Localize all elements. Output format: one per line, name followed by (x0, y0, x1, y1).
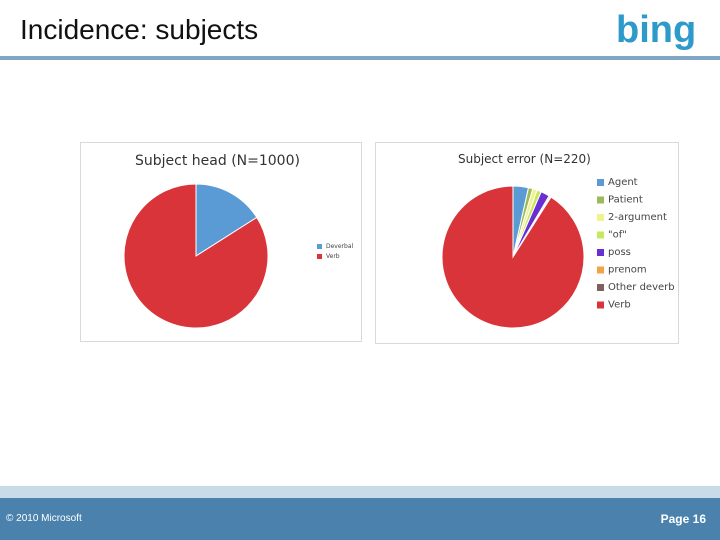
chart-subject-error-svg: Subject error (N=220) Agent Patient 2-argum… (441, 152, 675, 329)
page-number: Page 16 (660, 512, 706, 526)
bing-logo: bing (616, 9, 696, 51)
footer-bar: © 2010 Microsoft Page 16 (0, 498, 720, 540)
pie-slice-deverbal (195, 183, 258, 257)
legend-swatch-patient (597, 196, 604, 204)
legend-swatch-poss (597, 249, 604, 256)
footer-highlight-band (0, 486, 720, 498)
legend-swatch-other-deverb (597, 284, 604, 291)
copyright: © 2010 Microsoft (6, 513, 82, 524)
legend-label-poss: poss (608, 247, 631, 258)
pie-slice-verb (123, 183, 269, 329)
legend-swatch-prenom (597, 266, 604, 274)
legend-swatch-verb (317, 254, 322, 259)
legend-swatch-deverbal (317, 244, 322, 249)
chart-subject-head: Subject head (N=1000) Deverbal Verb (80, 142, 362, 342)
chart-title: Subject head (N=1000) (135, 153, 300, 169)
legend-swatch-agent (597, 179, 604, 186)
pie-slice-verb (441, 185, 585, 329)
chart-subject-error: Subject error (N=220) Agent Patient 2-argum… (375, 142, 679, 344)
chart-subject-head-svg: Subject head (N=1000) Deverbal Verb (123, 153, 354, 329)
legend-label-2-argument: 2-argument (608, 212, 667, 223)
legend-label-of: "of" (608, 230, 627, 241)
legend-label-verb: Verb (326, 253, 340, 260)
legend-label-agent: Agent (608, 177, 638, 188)
legend-label-deverbal: Deverbal (326, 243, 354, 250)
title-rule (0, 56, 720, 60)
legend-label-other-deverb: Other deverb (608, 282, 675, 293)
logo-text: bing (616, 9, 696, 51)
legend-label-prenom: prenom (608, 265, 647, 276)
legend-swatch-verb (597, 301, 604, 309)
slide-title: Incidence: subjects (20, 14, 259, 45)
legend-label-verb: Verb (608, 300, 631, 311)
legend-label-patient: Patient (608, 195, 643, 206)
legend-swatch-of (597, 231, 604, 239)
legend-swatch-2-argument (597, 214, 604, 221)
chart-title: Subject error (N=220) (458, 152, 591, 166)
